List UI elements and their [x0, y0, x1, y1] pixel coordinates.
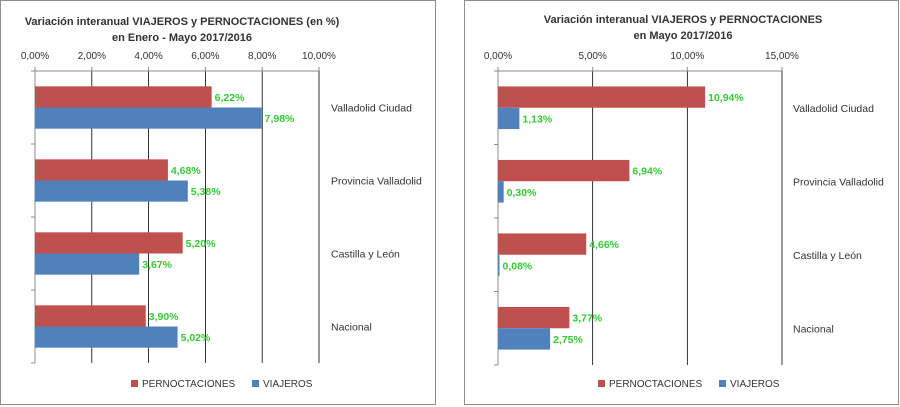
chart-right: Variación interanual VIAJEROS y PERNOCTA… — [484, 14, 884, 390]
bar-viajeros — [498, 107, 520, 130]
data-label: 5,02% — [181, 332, 211, 344]
legend-label: VIAJEROS — [730, 379, 780, 390]
legend-swatch — [131, 380, 138, 387]
data-label: 2,75% — [553, 334, 583, 346]
legend-label: PERNOCTACIONES — [609, 379, 702, 390]
chart-subtitle: en Mayo 2017/2016 — [633, 30, 732, 42]
data-label: 7,98% — [265, 113, 295, 125]
data-label: 1,13% — [522, 113, 552, 125]
chart-subtitle: en Enero - Mayo 2017/2016 — [112, 32, 252, 44]
data-label: 6,22% — [215, 92, 245, 104]
chart-panel-left: Variación interanual VIAJEROS y PERNOCTA… — [0, 0, 436, 405]
category-label: Castilla y León — [793, 250, 862, 262]
category-label: Valladolid Ciudad — [331, 103, 412, 115]
data-label: 3,90% — [149, 311, 179, 323]
bar-pernoctaciones — [498, 159, 630, 182]
data-label: 5,20% — [186, 238, 216, 250]
bar-viajeros — [35, 180, 188, 202]
chart-title: Variación interanual VIAJEROS y PERNOCTA… — [25, 16, 340, 28]
legend-swatch — [598, 380, 605, 387]
tick-label: 0,00% — [21, 51, 49, 62]
tick-label: 15,00% — [765, 51, 799, 62]
chart-title: Variación interanual VIAJEROS y PERNOCTA… — [544, 14, 823, 26]
data-label: 4,66% — [589, 239, 619, 251]
legend-label: PERNOCTACIONES — [142, 379, 235, 390]
bar-pernoctaciones — [35, 159, 168, 181]
tick-label: 10,00% — [670, 51, 704, 62]
legend-swatch — [252, 380, 259, 387]
data-label: 3,77% — [572, 313, 602, 325]
category-label: Valladolid Ciudad — [793, 103, 874, 115]
bar-pernoctaciones — [498, 306, 570, 329]
tick-label: 4,00% — [134, 51, 162, 62]
bar-viajeros — [35, 326, 178, 348]
legend-label: VIAJEROS — [263, 379, 313, 390]
tick-label: 2,00% — [78, 51, 106, 62]
category-label: Castilla y León — [331, 249, 400, 261]
data-label: 3,67% — [142, 259, 172, 271]
category-label: Nacional — [793, 323, 834, 335]
bar-viajeros — [35, 253, 140, 275]
bar-pernoctaciones — [35, 305, 146, 327]
chart-left: Variación interanual VIAJEROS y PERNOCTA… — [21, 16, 422, 390]
bar-viajeros — [498, 181, 504, 203]
category-label: Provincia Valladolid — [793, 176, 884, 188]
category-label: Provincia Valladolid — [331, 176, 422, 188]
bar-pernoctaciones — [498, 233, 587, 255]
bar-pernoctaciones — [35, 232, 183, 254]
category-label: Nacional — [331, 322, 372, 334]
legend-swatch — [719, 380, 726, 387]
data-label: 4,68% — [171, 165, 201, 177]
chart-panel-right: Variación interanual VIAJEROS y PERNOCTA… — [464, 0, 899, 405]
tick-label: 5,00% — [578, 51, 606, 62]
bar-viajeros — [35, 107, 262, 129]
tick-label: 6,00% — [191, 51, 219, 62]
bar-pernoctaciones — [35, 86, 212, 108]
data-label: 5,38% — [191, 186, 221, 198]
bar-viajeros — [498, 254, 500, 277]
data-label: 0,08% — [503, 260, 533, 272]
data-label: 6,94% — [632, 166, 662, 178]
tick-label: 8,00% — [248, 51, 276, 62]
tick-label: 0,00% — [484, 51, 512, 62]
bar-viajeros — [498, 328, 551, 350]
tick-label: 10,00% — [302, 51, 336, 62]
data-label: 0,30% — [507, 187, 537, 199]
data-label: 10,94% — [708, 92, 744, 104]
bar-pernoctaciones — [498, 86, 706, 108]
